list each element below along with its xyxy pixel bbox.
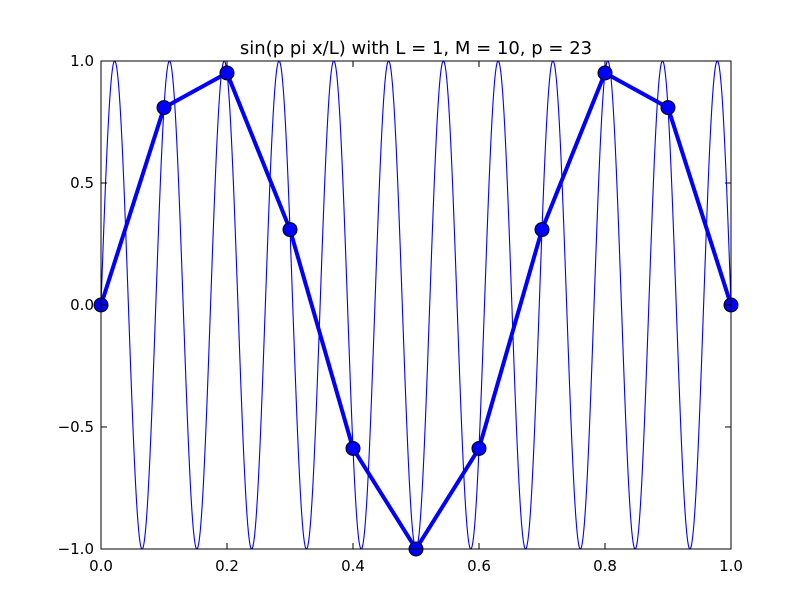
- data-point: [156, 100, 172, 116]
- sine-curve: [101, 61, 731, 549]
- x-tick-label: 0.2: [215, 557, 239, 575]
- y-tick-label: 0.5: [70, 174, 94, 192]
- x-tick-label: 0.6: [467, 557, 491, 575]
- y-tick-label: −0.5: [58, 418, 94, 436]
- chart-title: sin(p pi x/L) with L = 1, M = 10, p = 23: [240, 38, 592, 59]
- data-point: [282, 222, 298, 238]
- x-tick-label: 0.8: [593, 557, 617, 575]
- y-tick-label: 1.0: [70, 52, 94, 70]
- data-point: [471, 440, 487, 456]
- x-tick-label: 0.0: [89, 557, 113, 575]
- x-tick-label: 0.4: [341, 557, 365, 575]
- y-tick-label: 0.0: [70, 296, 94, 314]
- y-tick-label: −1.0: [58, 540, 94, 558]
- data-point: [660, 100, 676, 116]
- data-point: [219, 65, 235, 81]
- data-point: [597, 65, 613, 81]
- data-point: [345, 440, 361, 456]
- x-tick-label: 1.0: [719, 557, 743, 575]
- data-point: [534, 222, 550, 238]
